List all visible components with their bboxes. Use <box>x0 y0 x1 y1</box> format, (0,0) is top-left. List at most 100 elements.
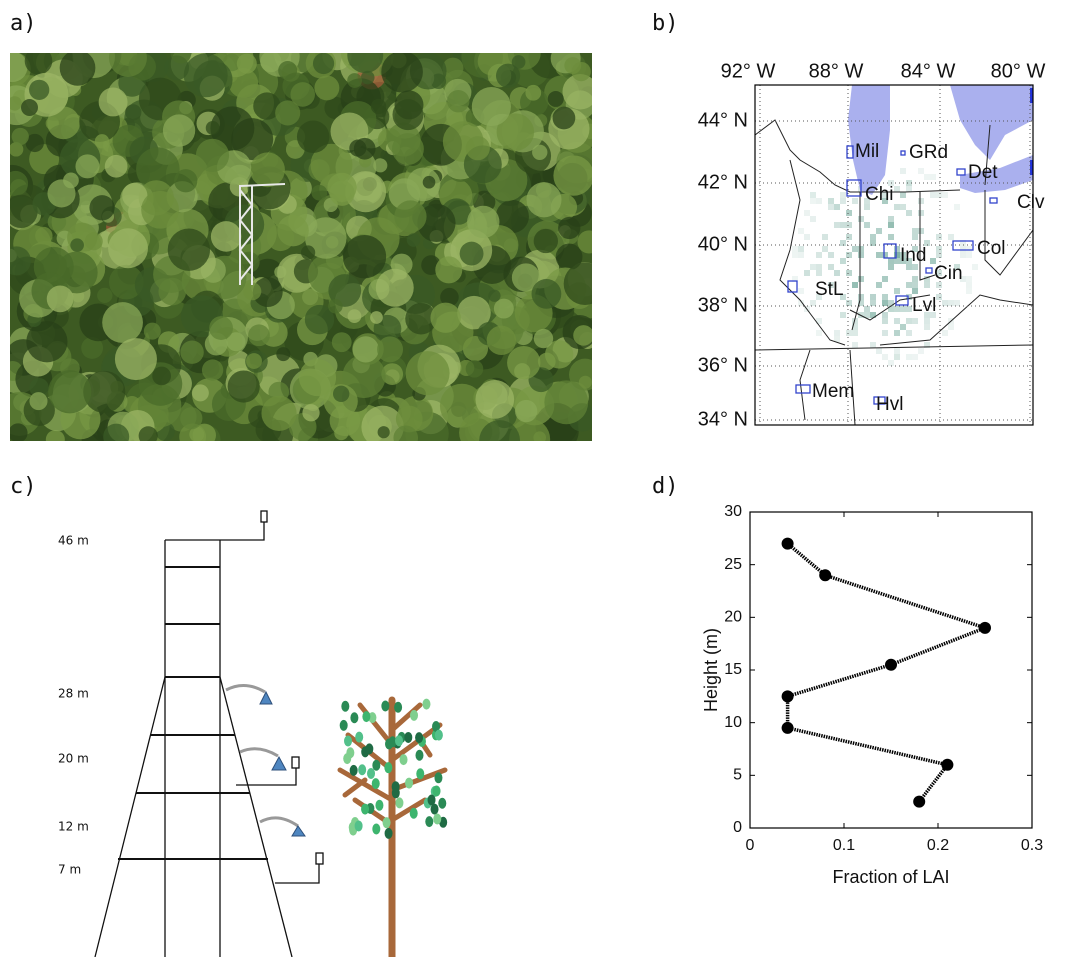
tree-crown <box>347 73 362 88</box>
tree-crown <box>371 99 386 114</box>
tree-crown <box>3 171 28 196</box>
density-cell <box>828 264 834 270</box>
y-tick-label: 10 <box>724 714 742 731</box>
density-cell <box>882 252 888 258</box>
tree-crown <box>332 332 352 352</box>
density-cell <box>900 204 906 210</box>
density-cell <box>804 210 810 216</box>
density-cell <box>840 222 846 228</box>
density-cell <box>966 288 972 294</box>
tree-crown <box>299 359 336 396</box>
tree-crown <box>237 54 257 74</box>
tree-crown <box>171 43 192 64</box>
lon-label: 88° W <box>809 60 864 82</box>
leaf <box>362 711 370 722</box>
leaf <box>372 760 380 771</box>
density-cell <box>906 210 912 216</box>
density-cell <box>942 330 948 336</box>
density-cell <box>942 192 948 198</box>
density-cell <box>930 174 936 180</box>
tree-crown <box>211 221 242 252</box>
tree-crown <box>564 262 607 305</box>
leaf <box>375 800 383 811</box>
leaf <box>405 778 413 789</box>
density-cell <box>966 252 972 258</box>
density-cell <box>888 216 894 222</box>
city-label: Mem <box>812 381 854 402</box>
density-cell <box>966 276 972 282</box>
city-label: Clv <box>1017 192 1045 213</box>
leaf <box>372 824 380 835</box>
density-cell <box>900 306 906 312</box>
tree-crown <box>85 232 103 250</box>
panel-label: d) <box>652 474 679 499</box>
leaf <box>355 820 363 831</box>
tree-crown <box>314 75 339 100</box>
tree-crown <box>467 206 499 238</box>
density-cell <box>900 324 906 330</box>
tree-crown <box>209 316 233 340</box>
leaf <box>394 702 402 713</box>
tree-crown <box>261 396 296 431</box>
density-cell <box>876 228 882 234</box>
density-cell <box>840 198 846 204</box>
y-tick-label: 20 <box>724 609 742 626</box>
density-cell <box>858 246 864 252</box>
density-cell <box>828 252 834 258</box>
tree-crown <box>158 278 186 306</box>
tree-crown <box>297 121 329 153</box>
tree-crown <box>152 367 171 386</box>
density-cell <box>882 312 888 318</box>
tree-crown <box>544 380 588 424</box>
lon-label: 80° W <box>991 60 1046 82</box>
tree-crown <box>192 384 209 401</box>
data-point <box>885 659 897 671</box>
tree-crown <box>47 285 74 312</box>
tree-crown <box>392 99 423 130</box>
density-cell <box>906 282 912 288</box>
density-cell <box>918 168 924 174</box>
tree-crown <box>46 430 65 449</box>
tree-crown <box>447 90 469 112</box>
tree-crown <box>48 370 91 413</box>
density-cell <box>792 252 798 258</box>
density-cell <box>912 288 918 294</box>
tree-crown <box>196 139 229 172</box>
leaf <box>365 743 373 754</box>
data-point <box>913 796 925 808</box>
density-cell <box>858 276 864 282</box>
leaf <box>358 764 366 775</box>
density-cell <box>912 228 918 234</box>
density-cell <box>948 234 954 240</box>
density-cell <box>810 264 816 270</box>
density-cell <box>882 354 888 360</box>
density-cell <box>960 252 966 258</box>
density-cell <box>882 318 888 324</box>
y-tick-label: 25 <box>724 556 742 573</box>
tree-crown <box>302 404 319 421</box>
tree-crown <box>328 299 343 314</box>
city-label: StL <box>815 279 844 300</box>
density-cell <box>936 234 942 240</box>
density-cell <box>846 252 852 258</box>
tree-crown <box>26 321 67 362</box>
tree-crown <box>102 302 143 343</box>
tree-crown <box>115 338 157 380</box>
leaf <box>404 732 412 743</box>
tree-crown <box>370 311 383 324</box>
density-cell <box>972 264 978 270</box>
density-cell <box>894 348 900 354</box>
tree <box>340 699 447 957</box>
density-cell <box>894 318 900 324</box>
lat-label: 34° N <box>698 408 748 430</box>
tree-crown <box>89 195 114 220</box>
leaf <box>428 795 436 806</box>
tree-crown <box>97 288 112 303</box>
leaf <box>341 701 349 712</box>
tree-crown <box>534 329 553 348</box>
density-cell <box>852 342 858 348</box>
tree-crown <box>246 353 262 369</box>
tree-crown <box>105 155 128 178</box>
density-cell <box>888 360 894 366</box>
